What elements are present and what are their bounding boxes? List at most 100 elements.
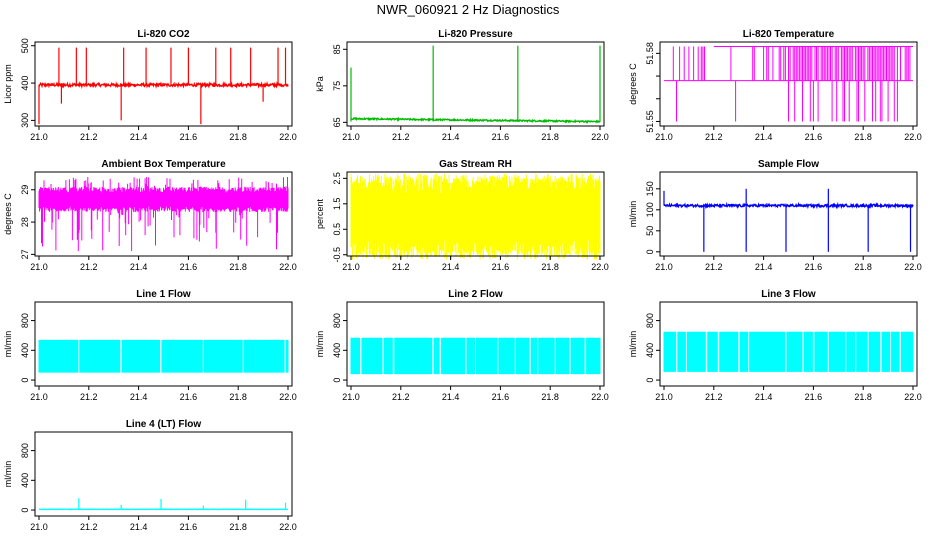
x-tick-label: 21.2 xyxy=(705,392,723,402)
x-tick-label: 21.4 xyxy=(130,262,148,272)
panel-6: Sample Flow 21.0 21.2 21.4 21.6 21.8 22.0 0 50 10… xyxy=(628,159,922,272)
x-tick-label: 21.0 xyxy=(30,262,48,272)
panel-4: Ambient Box Temperature 21.0 21.2 21.4 21.6 2… xyxy=(3,159,297,272)
data-band-fill xyxy=(39,339,288,373)
x-tick-label: 21.6 xyxy=(492,132,510,142)
y-axis-label: ml/min xyxy=(3,461,13,488)
data-band xyxy=(38,177,289,252)
y-axis-label: degrees C xyxy=(3,193,13,235)
plot-frame xyxy=(34,431,293,517)
panel-title: Line 1 Flow xyxy=(136,289,191,300)
data-band xyxy=(350,173,601,260)
x-tick-label: 21.8 xyxy=(229,392,247,402)
y-tick-label: 400 xyxy=(20,76,30,91)
x-tick-label: 21.6 xyxy=(180,522,198,532)
panel-title: Line 3 Flow xyxy=(761,289,816,300)
x-tick-label: 22.0 xyxy=(279,392,297,402)
x-tick-label: 22.0 xyxy=(904,132,922,142)
y-tick-label: 65 xyxy=(332,117,342,127)
y-tick-label: 75 xyxy=(332,81,342,91)
x-tick-label: 21.0 xyxy=(655,132,673,142)
x-tick-label: 22.0 xyxy=(279,132,297,142)
x-tick-label: 21.8 xyxy=(229,522,247,532)
panel-title: Line 2 Flow xyxy=(448,289,503,300)
data-band xyxy=(663,331,914,372)
y-tick-label: 1.5 xyxy=(332,198,342,211)
x-tick-label: 21.2 xyxy=(80,522,98,532)
x-tick-label: 21.0 xyxy=(342,262,360,272)
x-tick-label: 21.2 xyxy=(392,132,410,142)
x-tick-label: 21.4 xyxy=(755,132,773,142)
x-tick-label: 22.0 xyxy=(591,262,609,272)
x-tick-label: 21.6 xyxy=(805,262,823,272)
y-tick-label: 28 xyxy=(20,217,30,227)
x-tick-label: 21.8 xyxy=(541,262,559,272)
data-band xyxy=(38,339,289,373)
y-tick-label: 400 xyxy=(20,343,30,358)
x-tick-label: 21.6 xyxy=(805,392,823,402)
y-tick-label: 800 xyxy=(645,313,655,328)
x-tick-label: 21.6 xyxy=(180,262,198,272)
panel-title: Sample Flow xyxy=(758,159,819,170)
x-tick-label: 21.2 xyxy=(80,262,98,272)
panel-title: Ambient Box Temperature xyxy=(101,159,226,170)
y-tick-label: 0 xyxy=(20,508,30,513)
y-tick-label: 150 xyxy=(645,181,655,196)
x-tick-label: 21.2 xyxy=(80,132,98,142)
y-tick-label: 0 xyxy=(645,249,655,254)
x-tick-label: 21.4 xyxy=(130,392,148,402)
x-tick-label: 21.2 xyxy=(80,392,98,402)
x-tick-label: 21.8 xyxy=(854,262,872,272)
y-axis-label: degrees C xyxy=(628,63,638,105)
x-tick-label: 21.0 xyxy=(30,522,48,532)
x-tick-label: 21.2 xyxy=(705,132,723,142)
x-tick-label: 21.0 xyxy=(30,132,48,142)
x-tick-label: 21.2 xyxy=(705,262,723,272)
x-tick-label: 21.4 xyxy=(130,132,148,142)
panel-title: Gas Stream RH xyxy=(439,159,512,170)
y-axis-label: ml/min xyxy=(315,331,325,358)
y-tick-label: 800 xyxy=(20,313,30,328)
x-tick-label: 21.0 xyxy=(30,392,48,402)
y-tick-label: 2.5 xyxy=(332,172,342,185)
y-axis-label: ml/min xyxy=(628,331,638,358)
data-line xyxy=(350,116,601,124)
x-tick-label: 21.4 xyxy=(442,392,460,402)
x-tick-label: 22.0 xyxy=(591,132,609,142)
x-tick-label: 21.8 xyxy=(541,132,559,142)
plot-frame xyxy=(34,171,293,257)
data-line xyxy=(38,80,289,90)
x-tick-label: 21.0 xyxy=(342,392,360,402)
panel-7: Line 1 Flow 21.0 21.2 21.4 21.6 21.8 22.0 0 400 8… xyxy=(3,289,297,402)
y-tick-label: 0 xyxy=(20,378,30,383)
panel-title: Li-820 CO2 xyxy=(137,29,190,40)
x-tick-label: 21.8 xyxy=(854,392,872,402)
y-axis-label: Licor ppm xyxy=(3,64,13,104)
x-tick-label: 21.8 xyxy=(541,392,559,402)
y-tick-label: 51.55 xyxy=(645,110,655,133)
x-tick-label: 21.4 xyxy=(130,522,148,532)
x-tick-label: 21.4 xyxy=(442,132,460,142)
y-axis-label: ml/min xyxy=(3,331,13,358)
y-tick-label: 27 xyxy=(20,249,30,259)
figure-title: NWR_060921 2 Hz Diagnostics xyxy=(376,2,560,17)
y-tick-label: 300 xyxy=(20,113,30,128)
y-tick-label: 400 xyxy=(20,473,30,488)
x-tick-label: 21.6 xyxy=(180,392,198,402)
x-tick-label: 21.0 xyxy=(342,132,360,142)
plot-frame xyxy=(346,171,605,257)
panel-title: Line 4 (LT) Flow xyxy=(126,419,202,430)
x-tick-label: 22.0 xyxy=(591,392,609,402)
y-tick-label: 800 xyxy=(332,313,342,328)
panel-8: Line 2 Flow 21.0 21.2 21.4 21.6 21.8 22.0 0 400 8… xyxy=(315,289,609,402)
panel-title: Li-820 Temperature xyxy=(743,29,835,40)
y-tick-label: 29 xyxy=(20,185,30,195)
panel-2: Li-820 Pressure 21.0 21.2 21.4 21.6 21.8 22.0 6… xyxy=(315,29,609,142)
x-tick-label: 22.0 xyxy=(279,522,297,532)
y-tick-label: 500 xyxy=(20,38,30,53)
x-tick-label: 21.2 xyxy=(392,262,410,272)
y-tick-label: 400 xyxy=(332,343,342,358)
x-tick-label: 22.0 xyxy=(904,392,922,402)
panel-9: Line 3 Flow 21.0 21.2 21.4 21.6 21.8 22.0 0 400 8… xyxy=(628,289,922,402)
x-tick-label: 21.4 xyxy=(442,262,460,272)
